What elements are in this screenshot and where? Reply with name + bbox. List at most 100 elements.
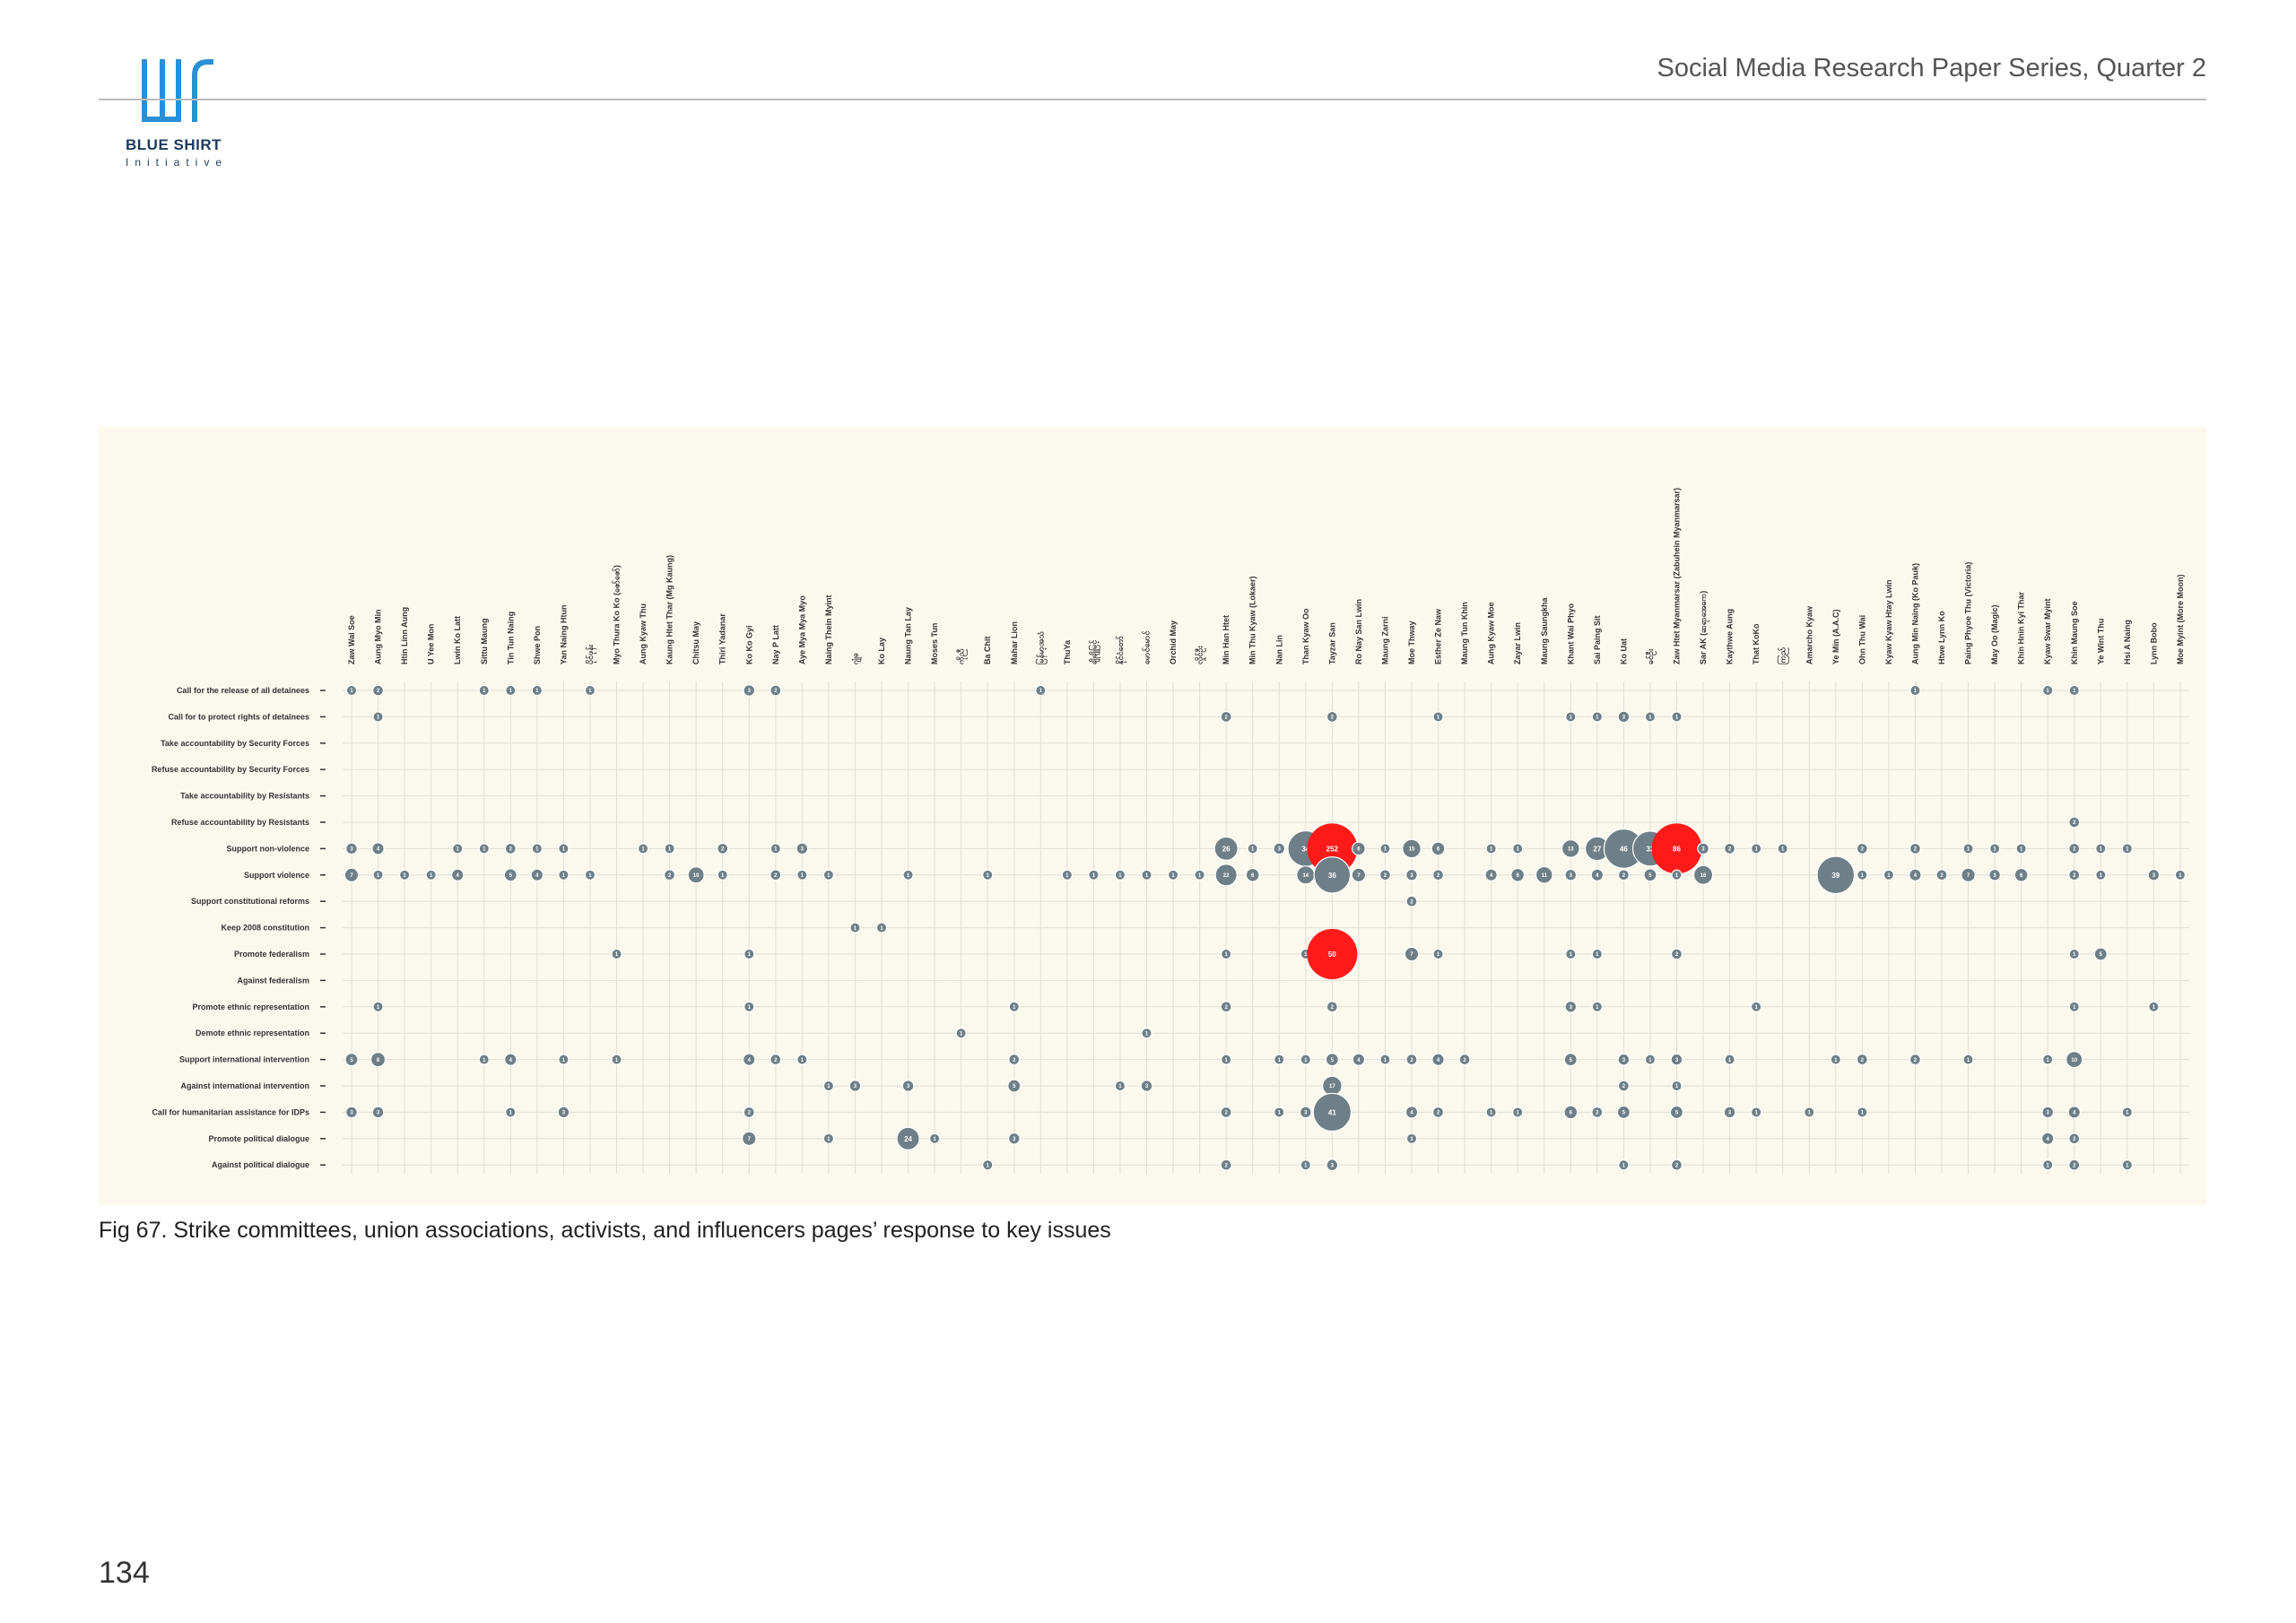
bubble: 1 xyxy=(902,869,914,881)
bubble-value: 1 xyxy=(615,952,619,958)
bubble-circle xyxy=(1591,1106,1604,1118)
bubble-value: 2 xyxy=(1224,1005,1228,1011)
bubble: 3 xyxy=(345,1106,358,1119)
bubble-circle xyxy=(1591,948,1603,960)
bubble-circle xyxy=(344,867,360,883)
bubble-value: 2 xyxy=(1914,847,1918,853)
bubble: 2 xyxy=(1220,1159,1232,1171)
bubble: 3 xyxy=(1617,1053,1631,1066)
column-label: Ko Ko Gyi xyxy=(744,625,753,664)
bubble-circle xyxy=(687,866,705,884)
bubble-value: 4 xyxy=(509,1058,513,1063)
bubble-circle xyxy=(398,869,411,881)
column-label: Naung Tan Lay xyxy=(904,607,913,664)
bubble: 2 xyxy=(1220,1106,1232,1118)
bubble-value: 2 xyxy=(1410,1058,1413,1063)
row-label: Refuse accountability by Security Forces xyxy=(152,765,309,774)
column-label: Amarcho Kyaw xyxy=(1805,605,1813,664)
bubble-circle xyxy=(2068,948,2080,960)
bubble-value: 2 xyxy=(668,873,672,879)
bubble: 3 xyxy=(1564,1000,1578,1013)
bubble-circle xyxy=(1591,711,1603,723)
bubble-circle xyxy=(1988,868,2001,881)
bubble: 2 xyxy=(1909,842,1921,855)
bubble-circle xyxy=(1220,710,1232,723)
bubble: 11 xyxy=(1535,865,1553,884)
bubble-circle xyxy=(1088,869,1100,881)
bubble-circle xyxy=(1484,868,1498,881)
bubble-circle xyxy=(1432,711,1444,723)
bubble-circle xyxy=(584,869,596,881)
bubble-circle xyxy=(1565,711,1577,723)
bubble-circle xyxy=(1220,1001,1232,1013)
bubble-value: 252 xyxy=(1326,845,1339,853)
bubble-value: 1 xyxy=(1675,1084,1679,1089)
bubble: 4 xyxy=(504,1053,517,1066)
bubble-value: 1 xyxy=(588,873,592,879)
bubble-value: 1 xyxy=(1198,873,1202,879)
bubble-value: 1 xyxy=(641,847,645,853)
bubble-circle xyxy=(1565,948,1577,960)
bubble-circle xyxy=(2068,842,2081,855)
bubble-value: 1 xyxy=(562,1058,566,1063)
bubble-value: 5 xyxy=(509,873,513,879)
bubble: 2 xyxy=(1458,1054,1471,1066)
column-label: Sar AK (ဆရာအေကေ) xyxy=(1699,591,1710,664)
bubble-value: 2 xyxy=(1224,1111,1228,1116)
bubble-value: 3 xyxy=(1570,1005,1573,1011)
bubble-value: 2 xyxy=(377,689,380,694)
bubble-value: 3 xyxy=(1410,873,1413,879)
bubble-highlight: 50 xyxy=(1307,929,1358,979)
bubble-value: 1 xyxy=(1278,1058,1282,1063)
bubble-value: 2 xyxy=(748,1111,752,1116)
bubble-value: 3 xyxy=(1304,1111,1308,1116)
bubble-value: 1 xyxy=(801,873,804,879)
bubble: 1 xyxy=(1141,1028,1152,1039)
bubble: 2 xyxy=(2068,842,2081,855)
bubble-circle xyxy=(902,869,914,881)
bubble-value: 7 xyxy=(1357,873,1361,879)
column-label: Maung Zarni xyxy=(1380,617,1389,665)
column-label: Moe Thway xyxy=(1407,621,1416,664)
bubble-circle xyxy=(770,684,782,697)
bubble-circle xyxy=(1670,1053,1683,1066)
bubble: 1 xyxy=(796,869,808,881)
bubble-value: 3 xyxy=(377,1111,380,1116)
bubble: 1 xyxy=(2095,869,2107,881)
bubble: 2 xyxy=(2068,1133,2081,1145)
bubble-circle xyxy=(503,868,517,882)
bubble-value: 39 xyxy=(1831,872,1839,880)
row-label: Take accountability by Resistants xyxy=(180,792,309,801)
bubble-value: 4 xyxy=(377,847,380,853)
bubble: 1 xyxy=(1274,1054,1285,1065)
bubble-circle xyxy=(1909,842,1921,855)
bubble-value: 3 xyxy=(1728,1111,1732,1116)
bubble-circle xyxy=(1671,869,1683,881)
bubble-value: 36 xyxy=(1328,872,1336,880)
bubble-circle xyxy=(1616,1105,1631,1119)
bubble-value: 24 xyxy=(904,1135,912,1143)
column-label: That KoKo xyxy=(1752,623,1761,664)
bubble-value: 1 xyxy=(2047,1058,2050,1063)
bubble: 1 xyxy=(2042,684,2054,697)
column-label: Ye Min (A.A.C) xyxy=(1831,609,1840,664)
bubble: 3 xyxy=(796,842,809,855)
bubble-circle xyxy=(1432,1106,1445,1118)
bubble-value: 2 xyxy=(1463,1058,1466,1063)
column-label: ပိုင်ဖုန်း xyxy=(586,644,597,664)
bubble: 2 xyxy=(1220,710,1232,723)
bubble-value: 1 xyxy=(2126,1111,2129,1116)
bubble: 4 xyxy=(2040,1132,2055,1146)
bubble: 2 xyxy=(2068,869,2081,881)
row-label: Support non-violence xyxy=(226,844,309,853)
bubble-value: 5 xyxy=(1331,1058,1335,1063)
bubble: 7 xyxy=(1961,867,1976,883)
bubble: 2 xyxy=(2068,1159,2081,1171)
bubble-value: 1 xyxy=(2126,1163,2129,1168)
bubble: 1 xyxy=(1405,1133,1418,1144)
bubble-value: 10 xyxy=(2071,1058,2077,1063)
bubble-value: 3 xyxy=(350,1111,353,1116)
column-label: Khin Hnin Kyi Thar xyxy=(2017,592,2026,664)
bubble-circle xyxy=(1724,842,1736,855)
bubble-circle xyxy=(1883,869,1895,881)
